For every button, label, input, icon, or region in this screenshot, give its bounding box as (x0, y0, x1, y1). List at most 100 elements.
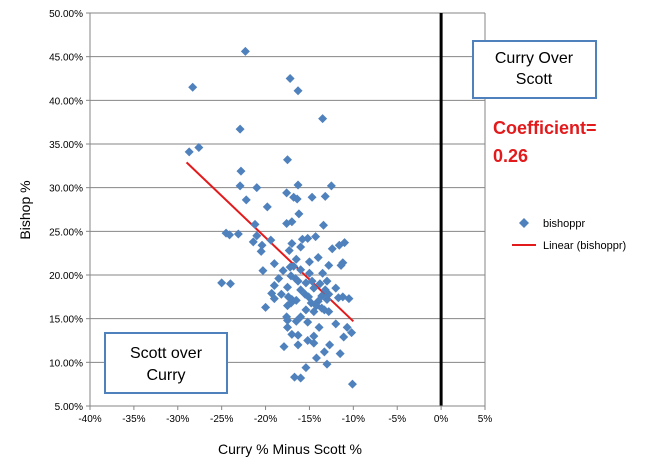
data-point (248, 237, 258, 247)
data-point (261, 302, 271, 312)
data-point (344, 294, 354, 304)
data-point (287, 217, 297, 227)
y-tick-label: 15.00% (49, 315, 83, 326)
data-point (342, 322, 352, 332)
x-tick-label: -10% (342, 414, 365, 425)
data-point (322, 359, 332, 369)
data-point (335, 349, 345, 359)
data-point (241, 195, 251, 205)
x-tick-label: -20% (254, 414, 277, 425)
data-point (293, 340, 303, 350)
data-point (307, 192, 317, 202)
y-tick-label: 40.00% (49, 96, 83, 107)
x-tick-label: -15% (298, 414, 321, 425)
data-point (269, 280, 279, 290)
data-point (318, 268, 328, 278)
x-tick-label: -30% (166, 414, 189, 425)
data-point (331, 283, 341, 293)
y-tick-labels: 5.00% 10.00% 15.00% 20.00% 25.00% 30.00% 35.00… (49, 9, 83, 413)
data-point (276, 289, 286, 299)
x-tick-label: -35% (122, 414, 145, 425)
data-point (283, 315, 292, 325)
x-tick-label: 5% (478, 414, 493, 425)
data-point (290, 372, 300, 382)
data-point (292, 194, 302, 204)
coefficient-label: Coefficient= (493, 118, 597, 138)
data-point (250, 219, 260, 229)
legend-marker-diamond (519, 218, 529, 228)
data-point (301, 278, 311, 288)
data-point (319, 347, 329, 357)
data-point (235, 124, 245, 134)
data-point (309, 307, 319, 317)
x-tick-label: -40% (78, 414, 101, 425)
legend-item-linear: Linear (bishoppr) (512, 240, 626, 252)
data-point (282, 188, 292, 198)
data-point (311, 232, 321, 242)
data-point (284, 246, 294, 256)
data-point (309, 283, 319, 293)
y-tick-label: 20.00% (49, 271, 83, 282)
data-point (324, 260, 334, 270)
data-point (269, 294, 279, 304)
data-point (313, 253, 323, 263)
data-point (225, 279, 235, 289)
data-point (304, 268, 314, 278)
data-point (287, 329, 297, 339)
data-point (322, 276, 332, 286)
data-point (347, 379, 357, 389)
data-point (297, 234, 307, 244)
legend-item-bishoppr: bishoppr (519, 218, 586, 230)
data-point (293, 180, 303, 190)
data-point (331, 319, 341, 329)
data-point (252, 231, 262, 241)
data-point (296, 242, 306, 252)
data-point (217, 278, 227, 288)
data-point (301, 363, 311, 373)
data-point (257, 240, 267, 250)
x-tick-label: 0% (434, 414, 449, 425)
y-tick-label: 5.00% (55, 402, 83, 413)
x-tick-labels: -40% -35% -30% -25% -20% -15% -10% -5% 0% 5% (78, 414, 492, 425)
annotation-line-1: Scott over (130, 345, 203, 362)
data-point (304, 257, 314, 267)
data-point (314, 322, 324, 332)
data-point (339, 332, 349, 342)
coefficient-value: 0.26 (493, 146, 528, 166)
y-tick-label: 45.00% (49, 53, 83, 64)
data-point (236, 166, 246, 176)
data-point (285, 74, 295, 83)
annotation-line-2: Scott (516, 71, 553, 88)
data-point (318, 220, 328, 230)
data-point (269, 259, 279, 269)
data-point (291, 316, 301, 326)
data-point (283, 322, 292, 332)
data-point (283, 155, 292, 165)
data-point (309, 331, 319, 341)
annotation-curry-over-scott: Curry Over Scott (472, 40, 597, 99)
x-tick-label: -25% (210, 414, 233, 425)
annotation-box (104, 332, 228, 394)
data-point (303, 336, 313, 345)
data-point (266, 235, 276, 245)
y-tick-label: 35.00% (49, 140, 83, 151)
data-point (262, 202, 272, 212)
annotation-coefficient: Coefficient= 0.26 (493, 118, 597, 166)
data-points (184, 46, 357, 389)
annotation-scott-over-curry: Scott over Curry (104, 332, 228, 394)
data-point (194, 142, 204, 152)
y-tick-label: 50.00% (49, 9, 83, 20)
data-point (318, 114, 328, 124)
data-point (188, 82, 198, 92)
y-axis-title: Bishop % (17, 180, 33, 239)
data-point (334, 240, 344, 250)
data-point (324, 307, 334, 317)
data-point (293, 276, 303, 286)
legend-label: bishoppr (543, 218, 586, 230)
data-point (256, 246, 266, 256)
data-point (325, 340, 335, 350)
data-point (240, 46, 250, 56)
x-axis-title: Curry % Minus Scott % (218, 441, 362, 457)
data-point (279, 342, 289, 352)
x-tick-label: -5% (388, 414, 406, 425)
